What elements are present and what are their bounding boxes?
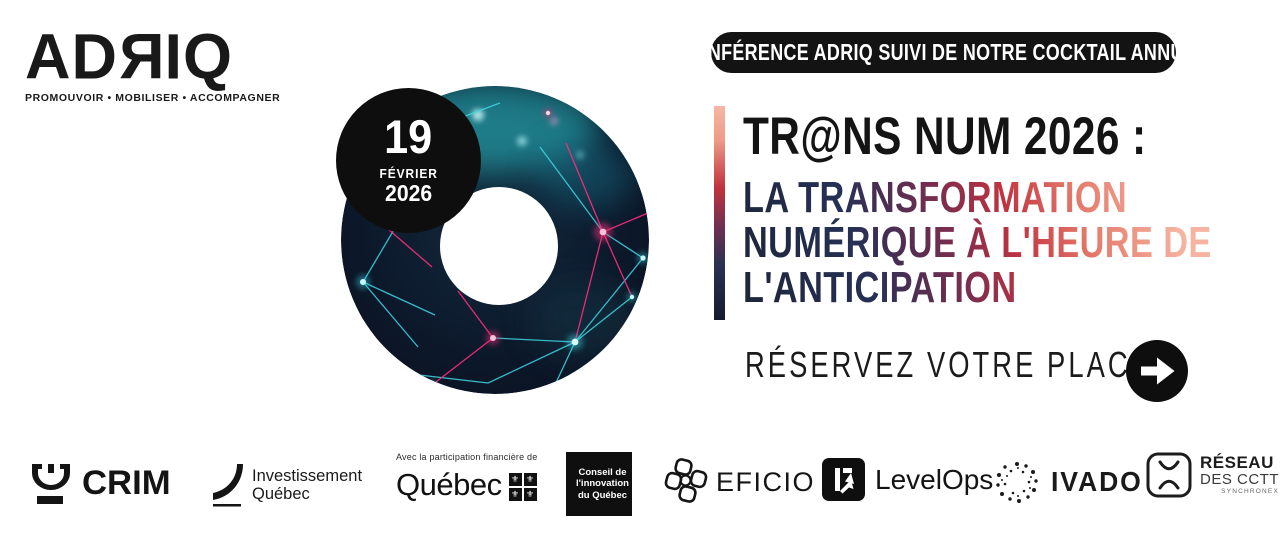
event-subtitle: LA TRANSFORMATION NUMÉRIQUE À L'HEURE DE… xyxy=(743,175,1212,310)
reseau-label-line2: DES CCTT xyxy=(1200,470,1279,488)
ciq-line2: l'innovation xyxy=(576,478,629,490)
fleur-de-lis-icon: ⚜ xyxy=(508,488,522,501)
adriq-tagline: PROMOUVOIR • MOBILISER • ACCOMPAGNER xyxy=(25,92,281,104)
logo-letter-mirrored-r: R xyxy=(118,21,165,93)
logo-letter: I xyxy=(164,21,184,93)
subtitle-line: L'ANTICIPATION xyxy=(743,263,1017,312)
crim-label: CRIM xyxy=(82,463,171,502)
partner-levelops: LevelOps xyxy=(822,458,993,501)
investissement-quebec-icon xyxy=(213,464,243,507)
partner-reseau-cctt: RÉSEAU DES CCTT SYNCHRONEX xyxy=(1146,452,1279,498)
reserve-arrow-button[interactable] xyxy=(1126,340,1188,402)
partner-quebec-gouvernement: Avec la participation financière de Québ… xyxy=(396,452,537,503)
ivado-label: IVADO xyxy=(1051,466,1143,497)
gradient-accent-bar xyxy=(714,106,725,320)
quebec-participation-note: Avec la participation financière de xyxy=(396,452,538,462)
iq-label-line1: Investissement xyxy=(252,466,363,485)
quebec-flag-icon: ⚜ ⚜ ⚜ ⚜ xyxy=(508,473,537,501)
crim-icon xyxy=(32,464,70,504)
conference-banner-pill: CONFÉRENCE ADRIQ SUIVI DE NOTRE COCKTAIL… xyxy=(680,32,1207,73)
ciq-line1: Conseil de xyxy=(578,466,627,478)
event-title: TR@NS NUM 2026 : xyxy=(743,107,1147,166)
quebec-wordmark: Québec xyxy=(396,467,502,502)
partner-eficio: EFICIO xyxy=(664,458,815,506)
adriq-wordmark: ADRIQ xyxy=(25,21,233,93)
date-day: 19 xyxy=(384,110,433,164)
logo-letter: A xyxy=(25,21,72,93)
adriq-logo: ADRIQ PROMOUVOIR • MOBILISER • ACCOMPAGN… xyxy=(25,21,281,104)
logo-letter: Q xyxy=(183,21,234,93)
levelops-label: LevelOps xyxy=(875,463,994,495)
partner-logos-strip: CRIM Investissement Québec Avec la parti… xyxy=(0,444,1280,524)
fleur-de-lis-icon: ⚜ xyxy=(508,473,522,486)
eficio-flower-icon xyxy=(664,458,708,503)
fleur-de-lis-icon: ⚜ xyxy=(523,473,537,486)
ivado-dotted-circle-icon xyxy=(996,462,1038,503)
partner-conseil-innovation-quebec: Conseil de l'innovation du Québec xyxy=(566,452,632,516)
conference-banner-label: CONFÉRENCE ADRIQ SUIVI DE NOTRE COCKTAIL… xyxy=(680,39,1207,65)
reseau-cctt-icon xyxy=(1146,452,1192,498)
date-badge: 19 FÉVRIER 2026 xyxy=(336,88,481,233)
subtitle-line: NUMÉRIQUE À L'HEURE DE xyxy=(743,218,1212,267)
partner-investissement-quebec: Investissement Québec xyxy=(207,462,362,508)
ciq-line3: du Québec xyxy=(577,489,628,501)
date-year: 2026 xyxy=(384,179,433,206)
eficio-label: EFICIO xyxy=(716,466,816,497)
partner-ivado: IVADO xyxy=(993,458,1148,506)
reseau-label-line1: RÉSEAU xyxy=(1200,452,1274,472)
iq-label-line2: Québec xyxy=(252,485,310,503)
reserve-cta-label[interactable]: RÉSERVEZ VOTRE PLACE xyxy=(745,344,1152,385)
arrow-right-icon xyxy=(1141,357,1175,385)
subtitle-line: LA TRANSFORMATION xyxy=(743,173,1128,222)
levelops-icon xyxy=(822,458,865,501)
logo-letter: D xyxy=(71,21,118,93)
reseau-sublabel: SYNCHRONEX xyxy=(1221,488,1279,496)
partner-crim: CRIM xyxy=(28,460,171,506)
date-month: FÉVRIER xyxy=(379,165,438,181)
fleur-de-lis-icon: ⚜ xyxy=(523,488,537,501)
